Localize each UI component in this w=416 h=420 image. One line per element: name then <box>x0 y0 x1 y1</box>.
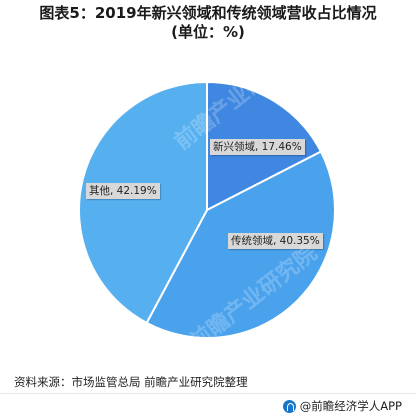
footer-brand-text: @前瞻经济学人APP <box>299 399 402 413</box>
chart-title: 图表5：2019年新兴领域和传统领域营收占比情况 (单位：%) <box>0 4 416 42</box>
slice-label-2: 传统领域, 40.35% <box>228 233 323 249</box>
source-note: 资料来源：市场监管总局 前瞻产业研究院整理 <box>14 375 248 389</box>
footer: @前瞻经济学人APP <box>0 393 416 420</box>
slice-label-3: 其他, 42.19% <box>86 183 160 199</box>
chart-title-line2: (单位：%) <box>171 23 245 41</box>
slice-label-1: 新兴领域, 17.46% <box>210 139 305 155</box>
brand-logo-icon <box>282 399 296 413</box>
pie-slice-3 <box>78 80 208 325</box>
chart-title-line1: 图表5：2019年新兴领域和传统领域营收占比情况 <box>39 4 377 22</box>
footer-brand: @前瞻经济学人APP <box>282 398 402 414</box>
